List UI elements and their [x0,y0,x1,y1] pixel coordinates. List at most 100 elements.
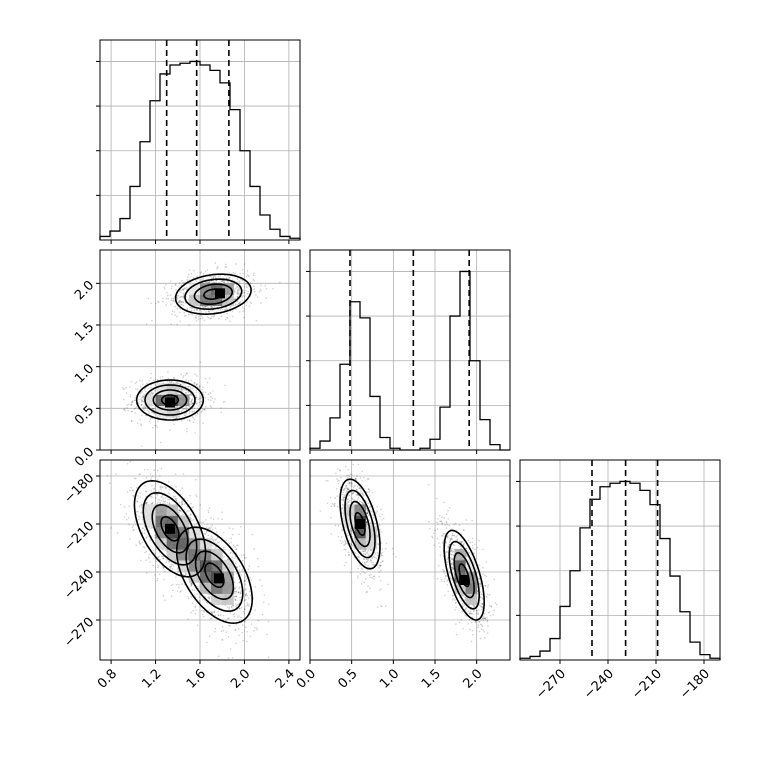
sample-point [178,387,181,389]
sample-point [172,377,175,379]
sample-point [365,512,368,514]
sample-point [244,283,247,286]
sample-point [352,492,354,495]
sample-point [343,548,346,551]
sample-point [130,420,133,423]
sample-point [168,493,171,495]
sample-point [250,623,253,625]
sample-point [442,570,445,573]
sample-point [215,281,218,284]
sample-point [331,458,333,460]
sample-point [155,560,158,563]
sample-point [380,561,382,564]
sample-point [208,526,210,529]
sample-point [192,276,195,279]
sample-point [151,392,153,394]
sample-point [180,590,182,592]
sample-point [470,612,472,615]
sample-point [362,476,365,479]
sample-point [135,544,138,547]
sample-point [148,557,150,560]
sample-point [132,400,134,402]
sample-point [370,561,373,563]
sample-point [345,484,348,487]
sample-point [231,606,233,609]
sample-point [217,266,219,269]
sample-point [225,307,228,310]
sample-point [385,542,388,545]
sample-point [245,598,247,601]
sample-point [144,406,146,409]
sample-point [223,282,225,284]
sample-point [340,542,343,545]
sample-point [148,379,151,382]
sample-point [195,320,198,322]
sample-point [365,521,368,523]
sample-point [180,501,183,503]
sample-point [261,584,263,587]
sample-point [346,502,348,505]
sample-point [232,527,234,530]
sample-point [241,568,244,571]
density-cell [177,394,190,407]
sample-point [384,605,387,607]
sample-point [236,278,239,280]
density-cell [155,526,168,539]
sample-point [186,276,189,278]
sample-point [374,522,376,525]
sample-point [197,398,200,401]
histogram-step [99,60,301,240]
sample-point [367,585,369,587]
sample-point [364,563,367,566]
sample-point [227,617,229,620]
sample-point [202,409,204,411]
density-cell [188,560,201,572]
sample-point [164,485,166,488]
sample-point [131,401,133,404]
sample-point [246,301,248,304]
contour-level-2 [151,503,189,554]
sample-point [486,593,489,596]
density-cell [200,571,212,583]
density-cell [155,383,168,395]
sample-point [181,503,184,505]
sample-point [257,619,260,622]
sample-point [175,499,178,502]
contour-level-1 [204,562,225,588]
sample-point [128,523,131,526]
sample-point [198,385,201,388]
sample-point [182,289,184,291]
sample-point [228,277,231,279]
sample-point [476,609,478,612]
sample-point [373,563,376,566]
sample-point [477,613,480,616]
sample-point [201,279,204,282]
sample-point [347,487,349,489]
sample-point [228,276,231,279]
sample-point [169,567,172,569]
sample-point [486,619,489,622]
sample-point [235,642,237,645]
sample-point [170,565,172,568]
sample-point [351,492,354,495]
sample-point [238,280,241,282]
sample-point [179,320,181,323]
sample-point [148,387,150,389]
sample-point [175,288,177,291]
sample-point [222,546,225,549]
sample-point [242,290,244,292]
sample-point [187,390,190,393]
sample-point [238,581,241,584]
sample-point [212,277,215,279]
sample-point [346,490,348,492]
sample-point [326,502,329,505]
sample-point [189,385,191,388]
sample-point [240,591,242,593]
sample-point [164,497,166,500]
sample-point [162,557,164,560]
sample-point [155,493,158,496]
sample-point [132,494,134,497]
sample-point [131,402,133,404]
sample-point [221,308,224,311]
sample-point [143,546,146,549]
